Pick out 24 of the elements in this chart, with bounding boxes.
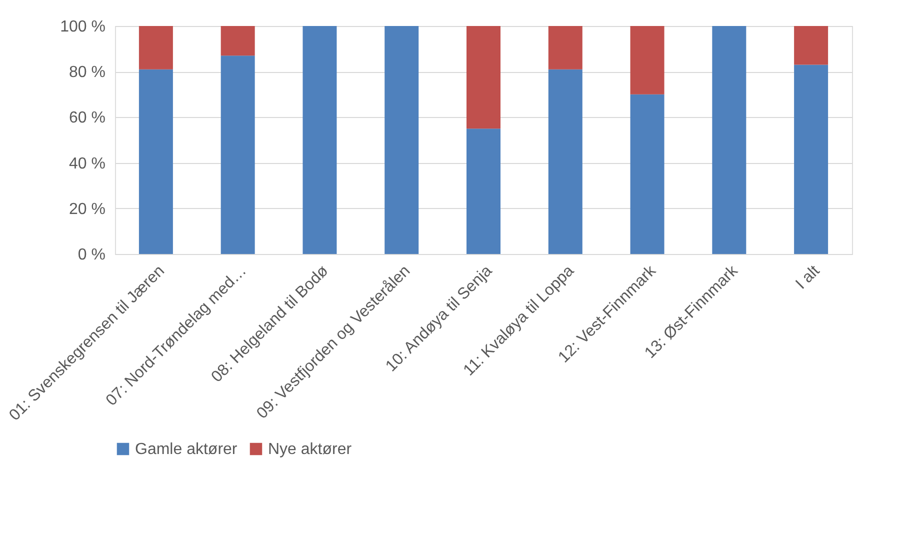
bar: [138, 69, 173, 254]
y-tick-label: 60 %: [69, 110, 106, 127]
y-tick-label: 80 %: [69, 64, 106, 82]
bar: [220, 26, 255, 56]
y-tick-label: 40 %: [69, 155, 106, 172]
y-tick-label: 100 %: [60, 18, 106, 36]
bar: [548, 69, 582, 254]
bar: [712, 26, 746, 254]
bar: [794, 64, 828, 254]
bar: [466, 128, 500, 254]
bar: [138, 26, 173, 70]
bar: [466, 26, 500, 129]
legend-label: Gamle aktører: [135, 441, 238, 458]
bar: [548, 26, 582, 70]
bar: [630, 94, 664, 254]
bar: [384, 26, 419, 254]
bar: [302, 26, 337, 254]
legend-label: Nye aktører: [268, 441, 352, 458]
bar: [630, 26, 664, 94]
y-tick-label: 20 %: [69, 200, 106, 218]
bar: [220, 56, 255, 254]
x-tick-label: I alt: [792, 262, 824, 293]
y-tick-label: 0 %: [78, 246, 106, 264]
bar: [794, 26, 828, 65]
